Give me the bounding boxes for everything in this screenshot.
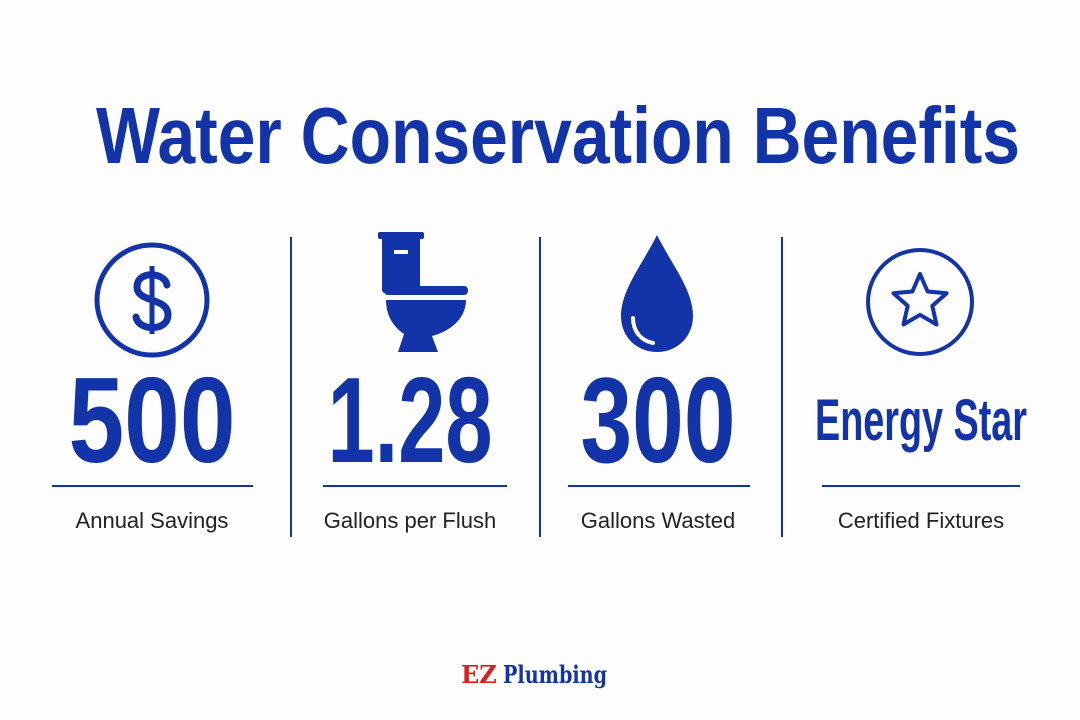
drop-icon <box>621 235 693 352</box>
stat-value: Energy Star <box>815 388 1027 453</box>
stat-label: Gallons per Flush <box>324 508 496 533</box>
brand-mark: EZ <box>461 660 497 689</box>
toilet-icon <box>378 232 468 352</box>
dollar-icon <box>94 242 210 358</box>
stat-value: 500 <box>69 352 236 488</box>
stat-label: Annual Savings <box>76 508 229 533</box>
stat-label: Certified Fixtures <box>838 508 1004 533</box>
stat-label: Gallons Wasted <box>581 508 735 533</box>
brand-name: Plumbing <box>503 660 607 689</box>
dividers <box>290 237 783 537</box>
stat-value: 300 <box>581 352 736 488</box>
title: Water Conservation Benefits <box>96 91 1020 180</box>
stats: 500 Annual Savings 1.28 Gallons per Flush 30… <box>52 352 1027 533</box>
stat-value: 1.28 <box>328 352 493 488</box>
star-icon <box>866 248 974 356</box>
